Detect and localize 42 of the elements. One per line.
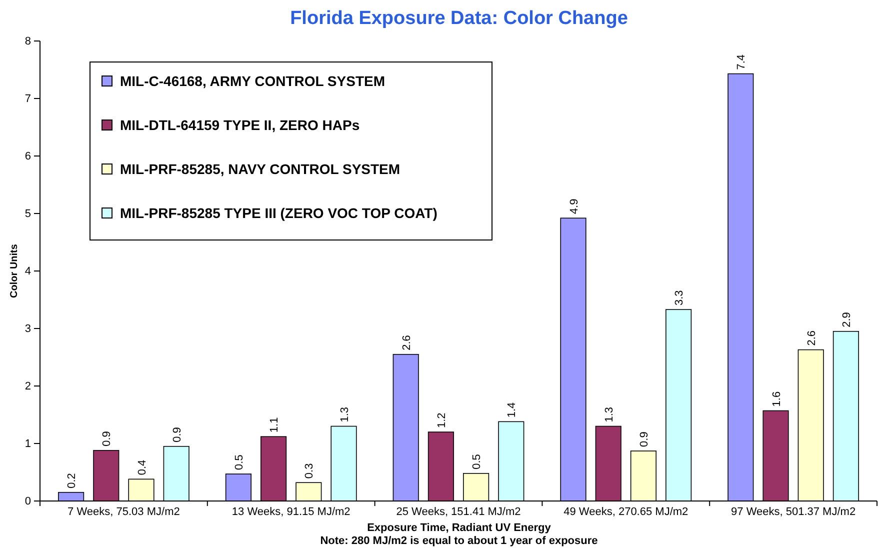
data-label: 2.9 [840, 312, 853, 328]
data-label: 1.3 [603, 406, 616, 422]
x-tick-label: 49 Weeks, 270.65 MJ/m2 [564, 506, 688, 518]
data-label: 0.9 [101, 431, 114, 446]
data-label: 2.6 [806, 330, 818, 346]
y-tick-label: 5 [24, 208, 31, 220]
legend-label: MIL-C-46168, ARMY CONTROL SYSTEM [120, 72, 386, 89]
data-label: 1.6 [770, 391, 783, 407]
y-tick-label: 6 [24, 150, 31, 163]
y-tick-label: 7 [24, 93, 31, 106]
data-label: 0.9 [638, 432, 650, 447]
chart-title: Florida Exposure Data: Color Change [290, 8, 628, 29]
data-label: 0.2 [66, 473, 78, 488]
y-tick-label: 4 [24, 266, 31, 278]
y-tick-label: 2 [24, 380, 31, 393]
data-label: 1.4 [506, 402, 518, 418]
y-tick-label: 1 [24, 438, 31, 450]
x-tick-label: 7 Weeks, 75.03 MJ/m2 [68, 506, 180, 518]
data-label: 2.6 [400, 335, 413, 350]
x-tick-label: 97 Weeks, 501.37 MJ/m2 [731, 506, 856, 518]
data-label: 0.4 [136, 460, 148, 476]
y-tick-label: 0 [24, 496, 31, 508]
y-tick-label: 8 [24, 36, 31, 48]
data-label: 3.3 [674, 290, 686, 306]
x-tick-label: 25 Weeks, 151.41 MJ/m2 [396, 506, 521, 518]
data-label: 0.9 [171, 427, 184, 442]
data-label: 1.2 [436, 412, 448, 428]
data-label: 0.5 [471, 454, 484, 470]
text: Note: 280 MJ/m2 is equal to about 1 year of exposure [320, 535, 598, 547]
data-label: 0.5 [233, 454, 246, 470]
data-label: 1.1 [268, 417, 281, 433]
x-tick-label: 13 Weeks, 91.15 MJ/m2 [232, 506, 350, 518]
data-label: 4.9 [568, 198, 580, 214]
legend-label: MIL-PRF-85285, NAVY CONTROL SYSTEM [120, 160, 400, 177]
y-tick-label: 3 [24, 323, 31, 336]
data-label: 0.3 [304, 463, 316, 479]
legend-label: MIL-PRF-85285 TYPE III (ZERO VOC TOP COAT) [120, 204, 438, 221]
x-axis-title: Exposure Time, Radiant UV Energy [367, 522, 552, 534]
data-label: 1.3 [338, 406, 351, 422]
legend-label: MIL-DTL-64159 TYPE II, ZERO HAPs [120, 116, 360, 133]
y-axis-title: Color Units [9, 244, 20, 298]
data-label: 7.4 [736, 54, 748, 70]
